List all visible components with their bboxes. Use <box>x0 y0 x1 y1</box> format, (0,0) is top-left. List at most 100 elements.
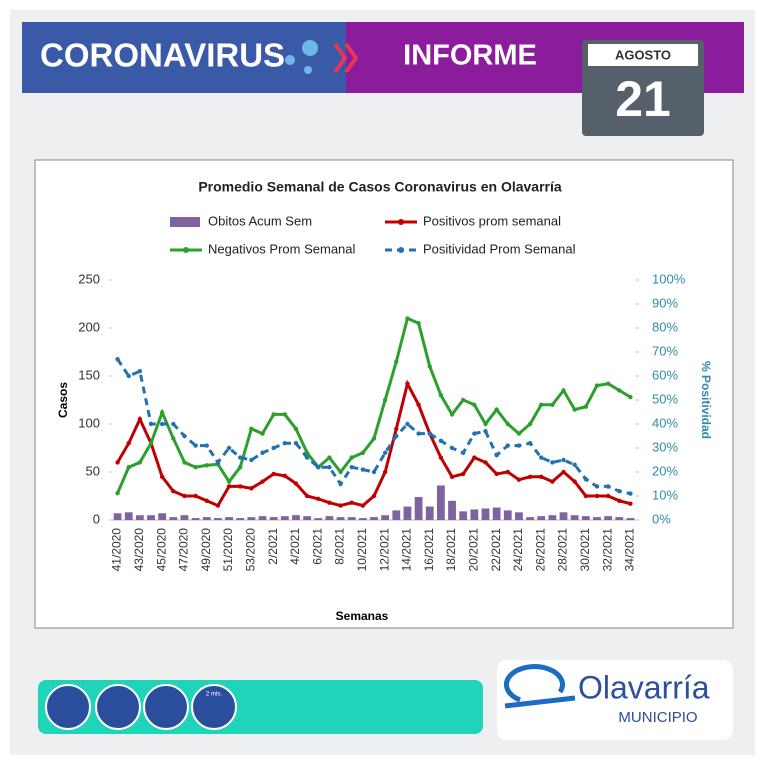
point <box>282 412 288 417</box>
point <box>115 460 120 465</box>
x-tick-label: 24/2021 <box>511 528 525 572</box>
bar <box>414 496 423 520</box>
point <box>226 484 232 489</box>
point <box>472 402 477 407</box>
y2-axis-title: % Positividad <box>699 361 713 439</box>
bar <box>135 515 144 520</box>
point <box>115 490 120 496</box>
point <box>583 493 589 499</box>
point <box>215 460 221 465</box>
x-axis-title: Semanas <box>336 609 389 623</box>
bar <box>169 517 178 520</box>
x-tick-label: 14/2021 <box>400 528 414 572</box>
calendar-top <box>588 44 698 66</box>
point <box>594 484 600 489</box>
point <box>483 429 488 434</box>
point <box>327 465 332 470</box>
point <box>304 455 310 460</box>
point <box>382 469 388 475</box>
logo-mark <box>504 664 576 709</box>
point <box>215 503 221 508</box>
x-tick-label: 8/2021 <box>333 528 347 565</box>
bar <box>526 517 534 520</box>
bar <box>515 512 523 520</box>
point <box>561 388 566 393</box>
bar <box>593 517 601 520</box>
logo-text: Olavarría <box>578 669 710 705</box>
bar <box>258 516 267 520</box>
bar <box>548 515 557 520</box>
point <box>238 484 243 489</box>
point <box>159 410 165 415</box>
point <box>527 441 533 446</box>
point <box>583 477 589 482</box>
chart: Promedio Semanal de Casos Coronavirus en… <box>56 179 713 623</box>
point <box>182 433 187 439</box>
point <box>460 471 466 477</box>
point <box>550 460 555 465</box>
point <box>394 433 399 439</box>
point <box>115 357 120 362</box>
calendar-month: AGOSTO <box>615 47 671 62</box>
bar <box>370 517 378 520</box>
y-tick-label: 0 <box>93 511 100 526</box>
point <box>405 421 410 427</box>
bar <box>314 518 323 520</box>
legend-label: Positividad Prom Semanal <box>423 241 576 256</box>
point <box>271 445 276 451</box>
point <box>327 455 332 460</box>
point <box>416 431 421 436</box>
bar <box>358 518 367 520</box>
point <box>449 445 455 451</box>
point <box>583 404 589 409</box>
point <box>617 498 622 503</box>
point <box>159 474 165 479</box>
point <box>371 469 377 475</box>
point <box>171 489 176 494</box>
y2-tick-label: 60% <box>652 367 678 382</box>
x-tick-label: 6/2021 <box>310 528 324 565</box>
bar <box>202 517 211 520</box>
chart-title: Promedio Semanal de Casos Coronavirus en… <box>198 179 562 195</box>
point <box>438 438 444 443</box>
point <box>204 443 209 448</box>
point <box>260 431 265 436</box>
point <box>438 455 444 460</box>
bar <box>381 515 390 520</box>
point <box>360 467 366 472</box>
bar <box>581 516 590 520</box>
bar <box>191 518 200 520</box>
point <box>360 503 366 508</box>
point <box>316 465 321 470</box>
legend-label: Negativos Prom Semanal <box>208 241 356 256</box>
point <box>594 383 600 388</box>
point <box>126 441 131 446</box>
bar <box>292 515 300 520</box>
point <box>293 441 299 446</box>
point <box>204 463 209 468</box>
point <box>316 496 321 502</box>
y-tick-label: 150 <box>78 367 100 382</box>
point <box>416 402 421 407</box>
point <box>494 453 499 458</box>
point <box>449 474 455 479</box>
point <box>494 471 499 477</box>
x-tick-label: 51/2020 <box>221 528 235 572</box>
x-tick-label: 4/2021 <box>288 528 302 565</box>
y-tick-label: 100 <box>78 415 100 430</box>
point <box>539 474 544 479</box>
point <box>182 493 187 499</box>
point <box>438 393 444 398</box>
point <box>505 421 510 427</box>
point <box>527 421 533 427</box>
legend-label: Obitos Acum Sem <box>208 213 312 228</box>
point <box>516 477 522 482</box>
header-section: INFORME <box>403 40 537 72</box>
point <box>193 493 198 499</box>
point <box>293 481 299 486</box>
x-tick-label: 45/2020 <box>154 528 168 572</box>
bar <box>537 516 546 520</box>
point <box>349 465 354 470</box>
point <box>405 316 410 321</box>
point <box>193 443 198 448</box>
